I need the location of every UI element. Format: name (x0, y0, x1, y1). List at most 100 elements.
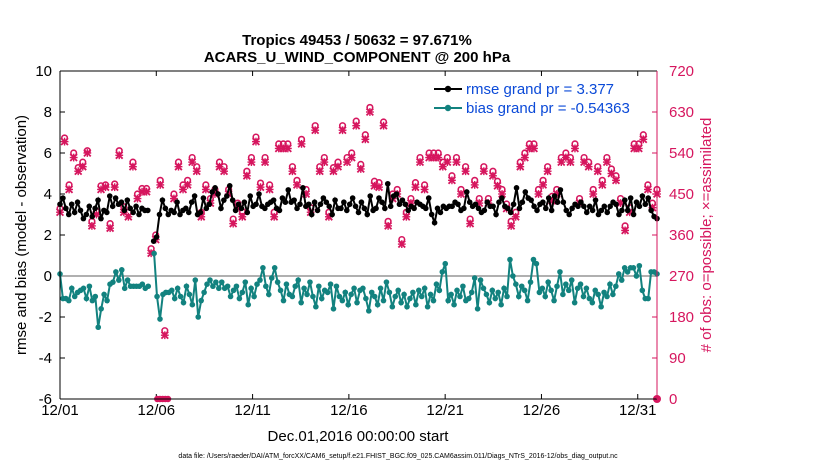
obs-assimilated-point (124, 212, 133, 221)
obs-assimilated-point (247, 158, 256, 167)
y-right-tick-label: 450 (669, 186, 694, 203)
rmse-point (112, 195, 119, 201)
rmse-point (159, 197, 166, 203)
rmse-point (461, 205, 467, 212)
rmse-point (507, 209, 514, 216)
rmse-point (636, 203, 643, 210)
bias-point (121, 285, 128, 292)
x-tick-label: 12/06 (138, 402, 176, 419)
rmse-point (232, 207, 239, 214)
obs-assimilated-point (169, 194, 178, 203)
bias-point (401, 291, 407, 298)
obs-assimilated-point (320, 158, 329, 167)
rmse-point (185, 209, 192, 216)
bias-point (521, 287, 528, 294)
bias-point (395, 287, 402, 294)
obs-assimilated-point (283, 144, 292, 153)
rmse-point (496, 199, 502, 205)
bias-point (507, 256, 513, 263)
obs-assimilated-point (466, 219, 475, 228)
rmse-point (212, 185, 218, 191)
bias-point (451, 301, 457, 308)
rmse-point (235, 201, 242, 208)
rmse-point (95, 197, 101, 203)
rmse-point (645, 195, 652, 201)
bias-point (210, 283, 216, 290)
rmse-point (171, 209, 177, 216)
bias-point (180, 299, 187, 306)
rmse-point (238, 205, 245, 212)
bias-point (248, 285, 254, 292)
obs-assimilated-point (183, 180, 192, 189)
bias-point (365, 308, 372, 314)
rmse-point (352, 203, 359, 210)
y-right-tick-label: 90 (669, 350, 686, 367)
bias-point (598, 303, 604, 310)
legend-rmse-label: rmse grand pr = 3.377 (466, 81, 614, 98)
bias-point (354, 299, 360, 306)
rmse-point (60, 195, 66, 201)
rmse-point (68, 201, 75, 208)
obs-assimilated-point (101, 183, 110, 192)
rmse-point (604, 209, 611, 216)
bias-point (292, 283, 299, 290)
bias-point (471, 275, 478, 281)
bias-point (413, 301, 419, 308)
obs-assimilated-point (160, 331, 169, 340)
y-right-tick-label: 270 (669, 268, 694, 285)
bias-point (368, 289, 375, 296)
bias-point (236, 295, 243, 302)
obs-assimilated-point (65, 185, 74, 194)
rmse-point (329, 211, 335, 218)
bias-point (583, 285, 590, 292)
obs-assimilated-point (347, 153, 356, 162)
y-tick-label: -2 (39, 309, 52, 326)
rmse-point (241, 199, 248, 205)
obs-assimilated-point (411, 183, 420, 192)
obs-assimilated-point (297, 139, 306, 148)
rmse-point (548, 207, 555, 214)
rmse-point (153, 234, 160, 240)
rmse-point (317, 201, 324, 208)
rmse-point (598, 207, 605, 214)
bias-point (530, 256, 537, 263)
obs-assimilated-point (479, 167, 488, 176)
rmse-point (387, 203, 394, 210)
obs-assimilated-point (361, 135, 370, 144)
bias-point (636, 262, 643, 269)
rmse-point (542, 205, 549, 212)
rmse-point (224, 193, 230, 199)
legend-box (430, 76, 626, 118)
bias-point (486, 299, 493, 306)
obs-assimilated-point (397, 240, 406, 249)
bias-point (480, 285, 487, 292)
bias-point (515, 293, 522, 300)
rmse-point (221, 197, 227, 203)
bias-point (477, 277, 484, 283)
rmse-point (314, 207, 321, 214)
obs-assimilated-point (584, 162, 593, 171)
bias-point (560, 291, 566, 298)
bias-point (615, 271, 622, 277)
bias-point (545, 279, 551, 285)
y-axis-right-label: # of obs: o=possible; ×=assimilated (698, 118, 715, 353)
bias-point (139, 281, 146, 288)
y-tick-label: 8 (44, 104, 52, 121)
chart-title: Tropics 49453 / 50632 = 97.671% (242, 32, 472, 49)
bias-point (318, 295, 325, 302)
obs-assimilated-point (265, 185, 274, 194)
obs-assimilated-point (292, 180, 302, 189)
rmse-point (589, 207, 596, 214)
obs-assimilated-point (434, 153, 443, 162)
bias-point (183, 283, 190, 290)
bias-point (495, 289, 501, 296)
rmse-point (522, 189, 529, 195)
rmse-point (165, 211, 172, 218)
bias-point (639, 287, 646, 294)
rmse-point (144, 207, 151, 214)
obs-assimilated-point (534, 189, 543, 199)
bias-point (245, 301, 252, 308)
rmse-point (262, 205, 268, 212)
bias-point (177, 293, 184, 300)
rmse-point (560, 199, 567, 205)
